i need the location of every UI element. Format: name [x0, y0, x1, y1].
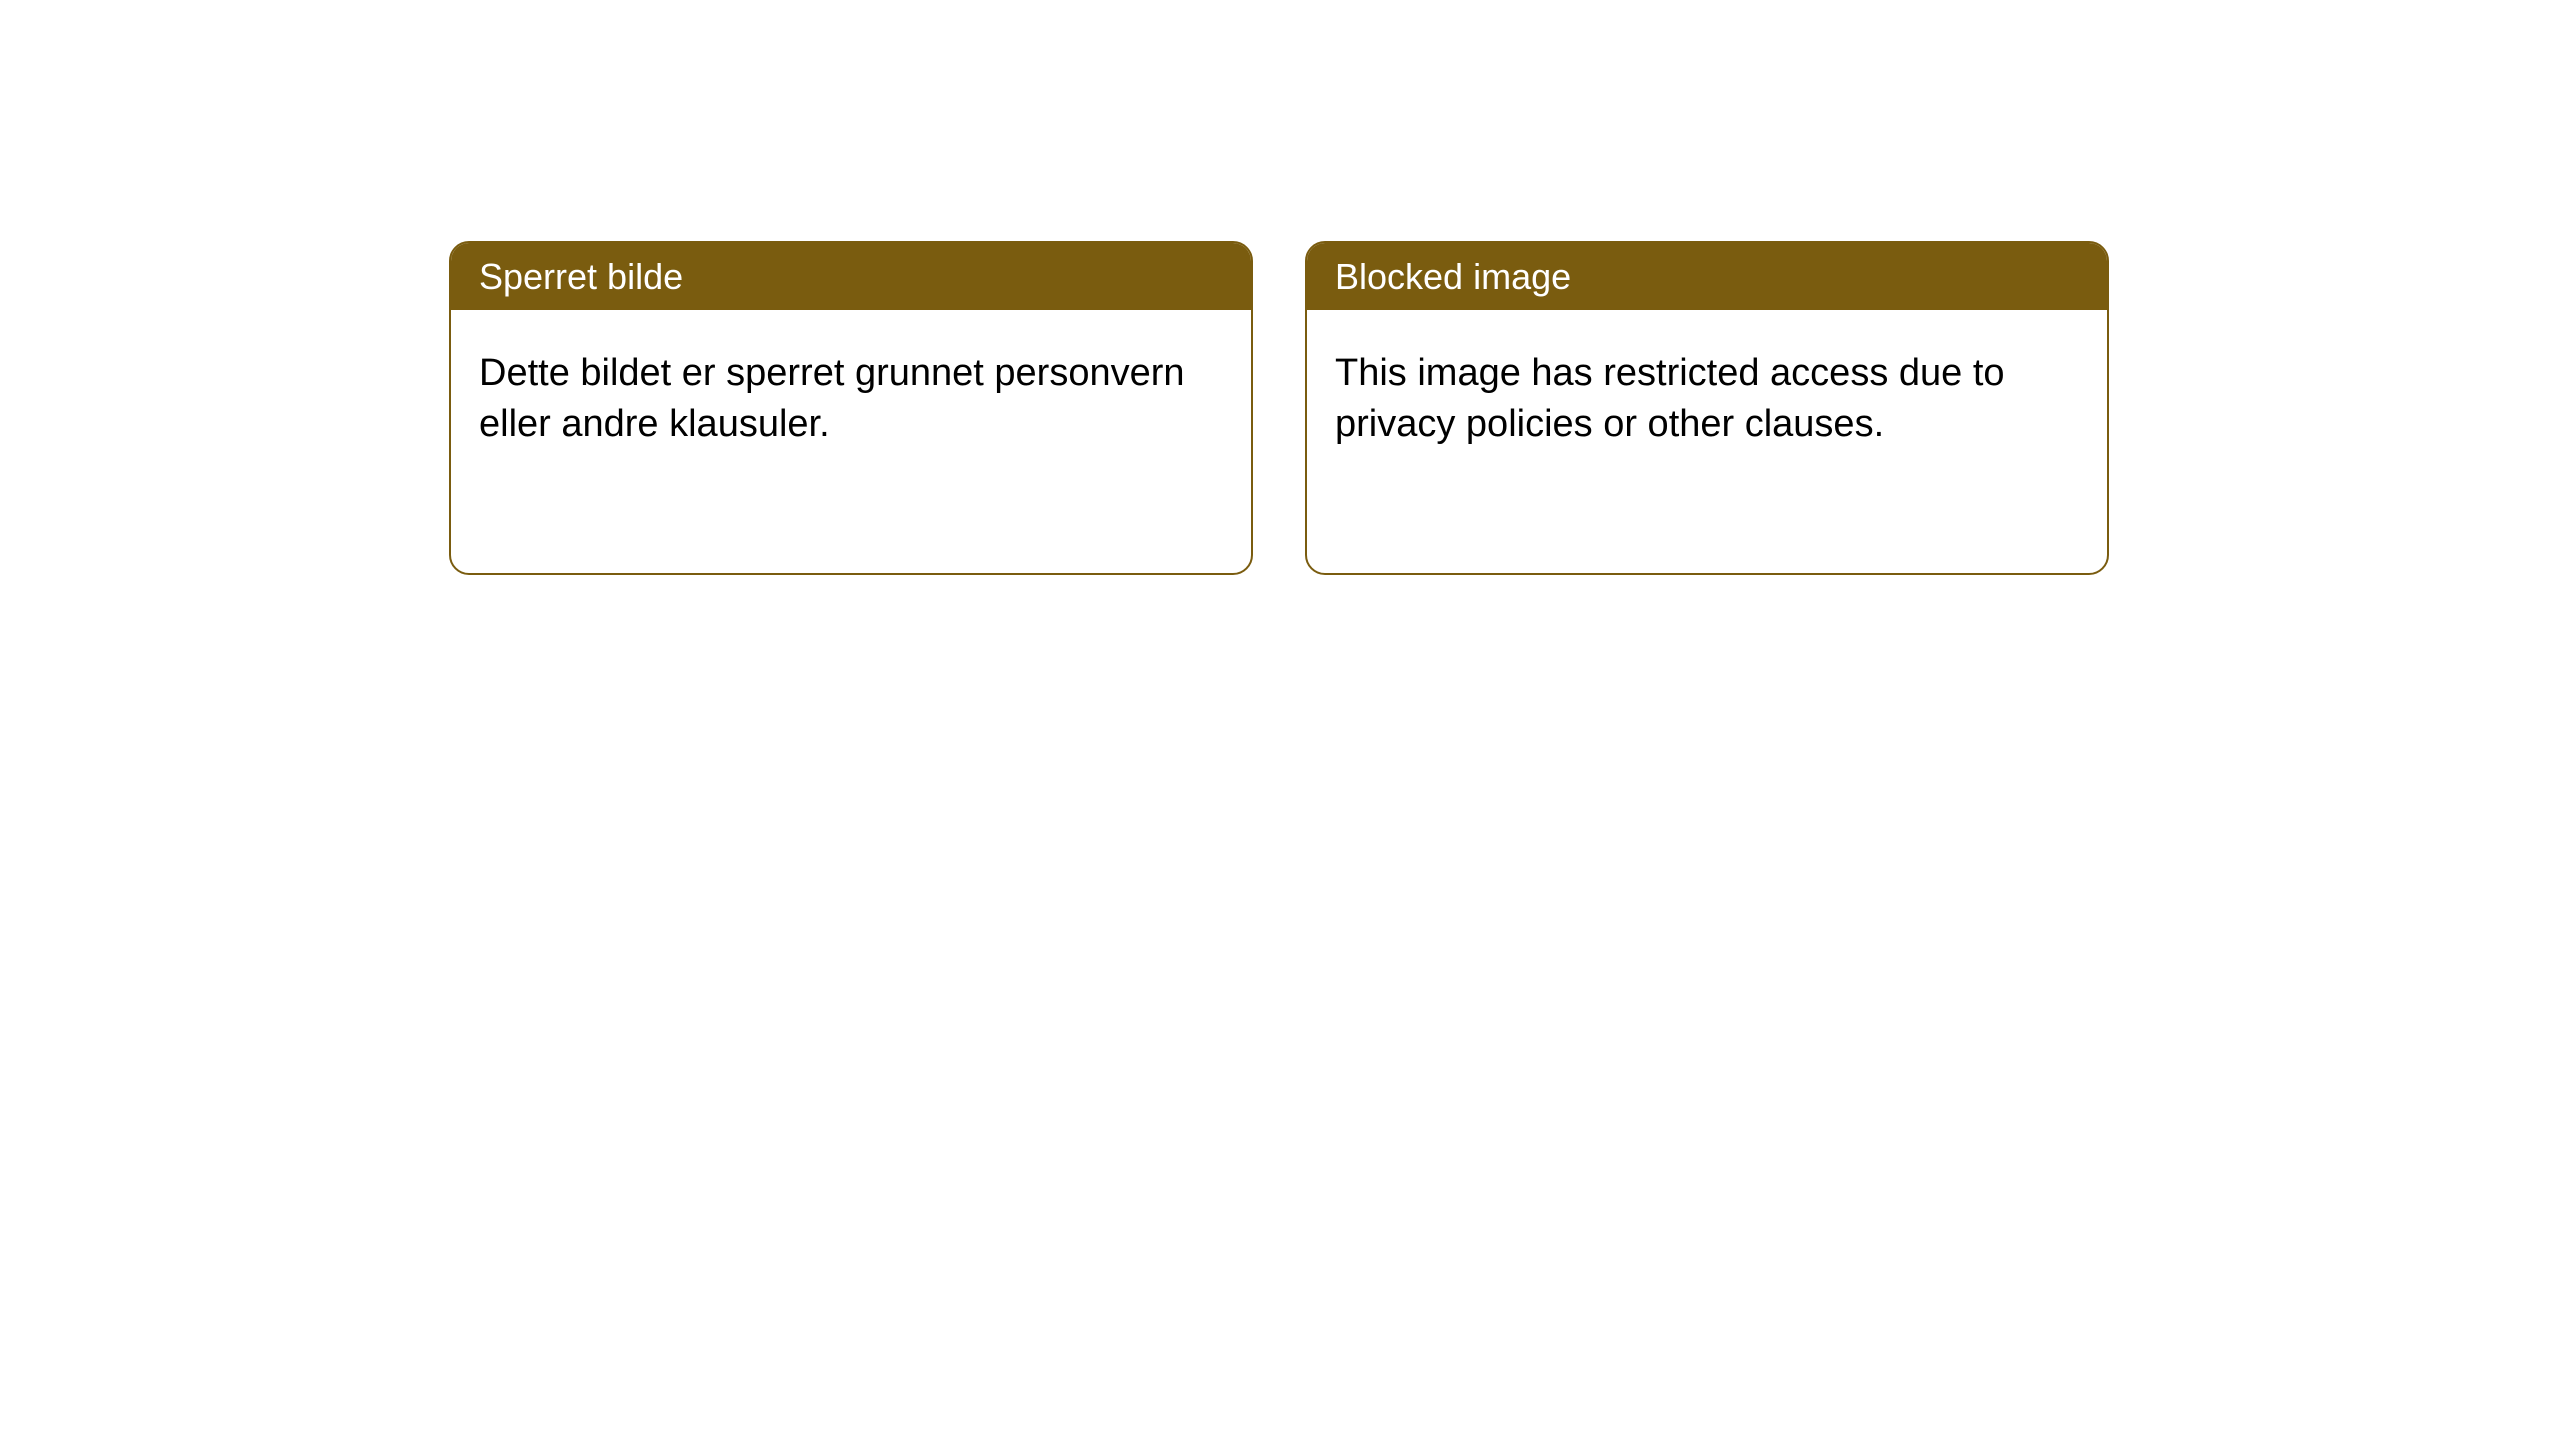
notice-card-norwegian: Sperret bilde Dette bildet er sperret gr… — [449, 241, 1253, 575]
card-header: Sperret bilde — [451, 243, 1251, 310]
notice-container: Sperret bilde Dette bildet er sperret gr… — [449, 241, 2109, 575]
card-title: Sperret bilde — [479, 256, 683, 297]
notice-card-english: Blocked image This image has restricted … — [1305, 241, 2109, 575]
card-body: Dette bildet er sperret grunnet personve… — [451, 310, 1251, 489]
card-title: Blocked image — [1335, 256, 1571, 297]
card-body: This image has restricted access due to … — [1307, 310, 2107, 489]
card-body-text: Dette bildet er sperret grunnet personve… — [479, 352, 1185, 445]
card-header: Blocked image — [1307, 243, 2107, 310]
card-body-text: This image has restricted access due to … — [1335, 352, 2005, 445]
